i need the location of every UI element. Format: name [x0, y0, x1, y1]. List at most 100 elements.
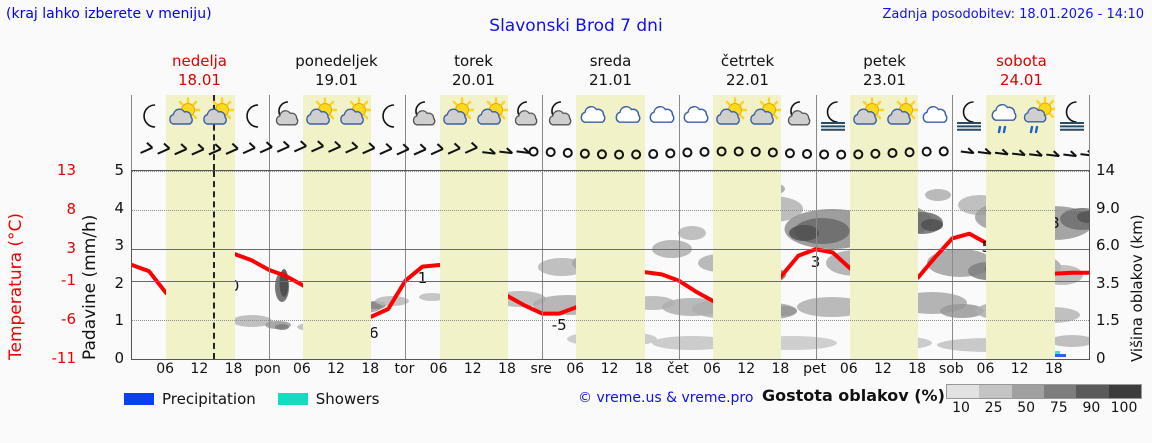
gridline-vertical — [815, 171, 817, 359]
x-tick-label: 18 — [771, 361, 790, 377]
x-tick-label: 12 — [327, 361, 345, 377]
sun-cloud-icon — [884, 96, 919, 140]
x-tick-label: 12 — [1010, 361, 1029, 377]
x-tick-label: 12 — [737, 361, 756, 377]
precip-legend: Precipitation Showers — [124, 388, 393, 410]
day-name: nedelja — [171, 52, 227, 70]
temperature-value-label: 8 — [1050, 214, 1060, 233]
sun-cloud-icon — [303, 96, 338, 140]
cloud-density-ramp-step-50 — [1011, 385, 1044, 398]
x-tick-label: tor — [394, 361, 415, 377]
gridline-horizontal — [132, 210, 1089, 212]
day-date: 23.01 — [863, 71, 906, 89]
cloud-density-ramp-step-90 — [1076, 385, 1109, 398]
day-separator — [268, 95, 270, 170]
cloud-density-ramp-label: 50 — [1017, 400, 1036, 416]
cloud-icon — [611, 96, 645, 140]
x-tick-label: 06 — [976, 361, 995, 377]
day-name: sreda — [589, 52, 632, 70]
gridline-horizontal — [132, 249, 1089, 251]
daylight-band — [849, 171, 919, 359]
credit-label[interactable]: © vreme.us & vreme.pro — [578, 390, 754, 406]
cloud-density-ramp-step-100 — [1108, 385, 1141, 398]
cloud-height-axis-title: Višina oblakov (km) — [1126, 176, 1152, 366]
sun-cloud-icon — [850, 96, 885, 140]
forecast-plot: -301-5-60-43-2508 — [131, 170, 1090, 360]
gridline-horizontal — [132, 319, 1089, 321]
day-header-3: torek 20.01 — [405, 52, 542, 92]
x-tick-label: 06 — [429, 361, 448, 377]
gridline-horizontal — [132, 280, 1089, 282]
moon-icon — [132, 96, 166, 140]
x-tick-label: 12 — [190, 361, 209, 377]
day-name: torek — [454, 52, 493, 70]
x-tick-label: 12 — [463, 361, 482, 377]
cloud-density-ramp-labels: 10 25 50 75 90 100 — [940, 400, 1148, 418]
temperature-tick: -6 — [61, 309, 76, 328]
daylight-band — [439, 171, 508, 359]
cloud-density-ramp-label: 10 — [952, 400, 970, 416]
sun-cloud-icon — [200, 96, 236, 140]
cloud-height-tick: 14 — [1096, 161, 1116, 179]
last-update-label: Zadnja posodobitev: 18.01.2026 - 14:10 — [882, 7, 1144, 22]
gridline-vertical — [268, 171, 270, 359]
x-tick-label: 18 — [908, 361, 926, 377]
temperature-tick: -1 — [61, 270, 76, 289]
x-tick-label: 06 — [156, 361, 175, 377]
cloud-height-axis-title-text: Višina oblakov (km) — [1128, 214, 1146, 362]
moon-fog-icon — [1055, 96, 1089, 140]
day-separator — [542, 95, 544, 170]
x-tick-label: 06 — [703, 361, 721, 377]
x-tick-label: 18 — [361, 361, 380, 377]
precipitation-axis-title-text: Padavine (mm/h) — [80, 214, 100, 360]
temperature-tick: 13 — [56, 161, 76, 179]
x-tick-label: pon — [254, 361, 281, 377]
day-date: 20.01 — [452, 71, 495, 89]
day-header-1: nedelja 18.01 — [131, 52, 268, 92]
moon-icon — [371, 96, 405, 140]
cloud-height-tick: 6.0 — [1096, 236, 1120, 255]
moon-cloud-icon — [406, 96, 440, 140]
sun-cloud-icon — [337, 96, 372, 140]
x-tick-label: 06 — [566, 361, 585, 377]
day-name: petek — [863, 52, 906, 70]
cloud-density-ramp-step-25 — [979, 385, 1012, 398]
gridline-horizontal — [132, 171, 1089, 172]
sun-cloud-drizzle-icon — [1021, 96, 1057, 140]
current-time-line — [212, 95, 215, 170]
x-tick-label: 12 — [600, 361, 619, 377]
moon-cloud-icon — [508, 96, 542, 140]
current-time-line — [212, 171, 215, 359]
gridline-vertical — [678, 171, 680, 359]
cloud-icon — [918, 96, 952, 140]
day-header-7: sobota 24.01 — [953, 52, 1090, 92]
showers-swatch — [277, 393, 308, 405]
x-tick-label: 18 — [498, 361, 516, 377]
x-tick-label: pet — [803, 361, 827, 377]
cloud-height-tick: 1.5 — [1096, 311, 1120, 330]
cloud-density-ramp-label: 100 — [1110, 400, 1138, 416]
temperature-axis-title: Temperatura (°C) — [2, 176, 28, 366]
cloud-density-ramp-label: 75 — [1049, 400, 1068, 416]
cloud-drizzle-icon — [987, 96, 1021, 140]
page-title: Slavonski Brod 7 dni — [489, 16, 663, 36]
x-tick-label: 18 — [1044, 361, 1063, 377]
plot-inner: -301-5-60-43-2508 — [132, 171, 1089, 359]
moon-cloud-icon — [269, 96, 303, 140]
day-name: sobota — [996, 52, 1047, 70]
day-header-5: četrtek 22.01 — [679, 52, 816, 92]
x-tick-label: 06 — [292, 361, 311, 377]
x-tick-label: sob — [938, 361, 964, 377]
cloud-icon — [679, 96, 713, 140]
day-header-2: ponedeljek 19.01 — [268, 52, 405, 92]
location-menu-note: (kraj lahko izberete v meniju) — [6, 6, 212, 22]
day-separator — [405, 95, 407, 170]
sun-cloud-icon — [747, 96, 782, 140]
x-tick-label: čet — [666, 361, 689, 377]
x-tick-label: sre — [530, 361, 552, 377]
sun-cloud-icon — [440, 96, 475, 140]
forecast-symbol-strip — [131, 95, 1090, 170]
moon-fog-icon — [952, 96, 986, 140]
weather-icon-row — [132, 95, 1089, 141]
day-name: ponedeljek — [295, 52, 378, 70]
